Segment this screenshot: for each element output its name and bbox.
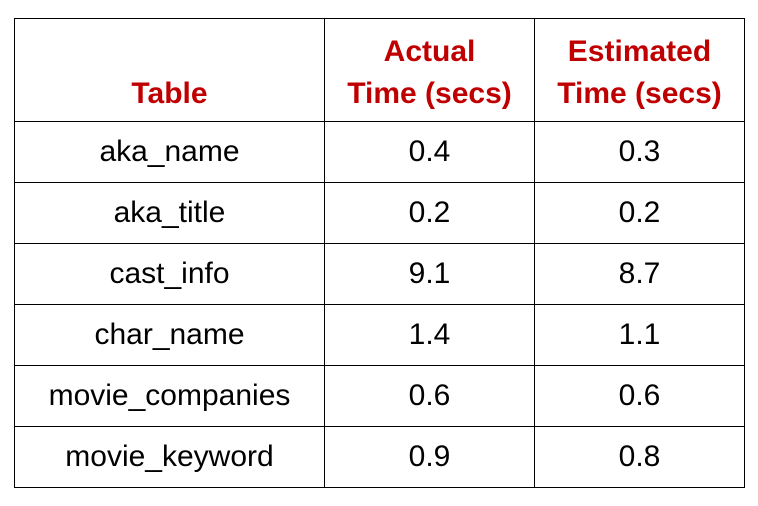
cell-estimated-time: 0.2	[534, 182, 745, 244]
table-row: movie_companies 0.6 0.6	[14, 365, 745, 427]
cell-actual-time: 9.1	[324, 243, 535, 305]
table-row: char_name 1.4 1.1	[14, 304, 745, 366]
cell-table-name: movie_companies	[14, 365, 325, 427]
timing-table: Table Actual Time (secs) Estimated Time …	[14, 18, 745, 488]
header-table: Table	[14, 18, 325, 122]
cell-actual-time: 0.2	[324, 182, 535, 244]
header-row: Table Actual Time (secs) Estimated Time …	[14, 18, 745, 122]
cell-actual-time: 0.9	[324, 426, 535, 488]
cell-table-name: movie_keyword	[14, 426, 325, 488]
header-actual-line2: Time (secs)	[347, 77, 512, 110]
table-row: aka_title 0.2 0.2	[14, 182, 745, 244]
cell-table-name: cast_info	[14, 243, 325, 305]
header-actual-time: Actual Time (secs)	[324, 18, 535, 122]
table-row: cast_info 9.1 8.7	[14, 243, 745, 305]
header-estimated-time: Estimated Time (secs)	[534, 18, 745, 122]
cell-table-name: char_name	[14, 304, 325, 366]
cell-actual-time: 1.4	[324, 304, 535, 366]
cell-table-name: aka_title	[14, 182, 325, 244]
cell-estimated-time: 0.8	[534, 426, 745, 488]
cell-estimated-time: 0.3	[534, 121, 745, 183]
cell-estimated-time: 8.7	[534, 243, 745, 305]
header-estimated-line1: Estimated	[567, 35, 712, 68]
header-estimated-line2: Time (secs)	[557, 77, 722, 110]
cell-actual-time: 0.4	[324, 121, 535, 183]
table-row: aka_name 0.4 0.3	[14, 121, 745, 183]
cell-estimated-time: 0.6	[534, 365, 745, 427]
table-row: movie_keyword 0.9 0.8	[14, 426, 745, 488]
header-table-label: Table	[131, 77, 208, 110]
cell-table-name: aka_name	[14, 121, 325, 183]
cell-actual-time: 0.6	[324, 365, 535, 427]
header-actual-line1: Actual	[383, 35, 476, 68]
cell-estimated-time: 1.1	[534, 304, 745, 366]
